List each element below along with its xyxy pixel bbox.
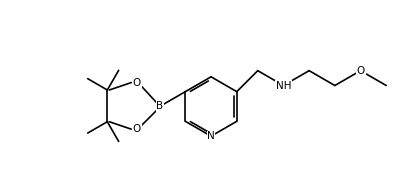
Text: O: O [133, 124, 141, 134]
Text: O: O [133, 78, 141, 88]
Text: NH: NH [276, 80, 291, 91]
Text: B: B [156, 102, 163, 111]
Text: O: O [357, 66, 364, 76]
Text: N: N [207, 131, 215, 141]
